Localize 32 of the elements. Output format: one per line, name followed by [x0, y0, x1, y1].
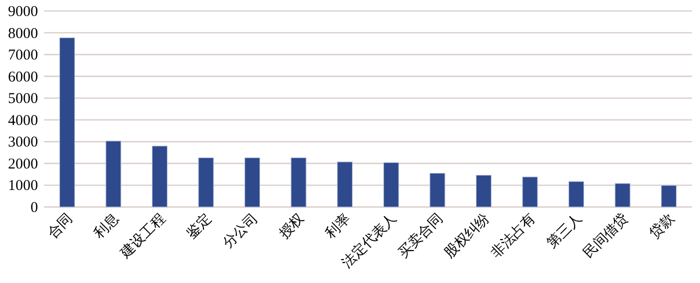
y-tick-label: 1000 — [8, 178, 38, 194]
bar — [290, 157, 306, 208]
y-tick-label: 2000 — [8, 156, 38, 172]
bar — [568, 181, 584, 208]
y-tick-label: 5000 — [8, 91, 38, 108]
y-tick-label: 9000 — [8, 4, 38, 20]
bar — [383, 162, 399, 208]
y-tick-label: 8000 — [8, 26, 38, 42]
bar — [106, 140, 122, 208]
x-tick-label: 鉴定 — [184, 210, 215, 242]
bar — [198, 157, 214, 208]
y-tick-label: 7000 — [8, 48, 38, 64]
x-tick-label: 非法占有 — [488, 210, 539, 262]
bar — [614, 183, 630, 208]
bar — [59, 37, 75, 208]
y-tick-label: 0 — [30, 200, 38, 216]
bar — [244, 157, 260, 208]
bar — [661, 185, 677, 208]
x-tick-label: 合同 — [44, 210, 76, 242]
bar — [522, 176, 538, 208]
x-tick-label: 授权 — [276, 210, 308, 242]
x-tick-label: 贷款 — [646, 210, 678, 242]
y-tick-label: 3000 — [8, 134, 38, 151]
x-tick-label: 利率 — [322, 210, 354, 242]
bar — [337, 162, 353, 208]
y-tick-label: 6000 — [8, 69, 38, 86]
x-tick-label: 利息 — [91, 210, 122, 242]
x-tick-label: 分公司 — [220, 210, 262, 252]
bar — [476, 174, 492, 208]
bar — [152, 146, 168, 208]
bar — [430, 172, 446, 208]
y-tick-label: 4000 — [8, 112, 38, 129]
